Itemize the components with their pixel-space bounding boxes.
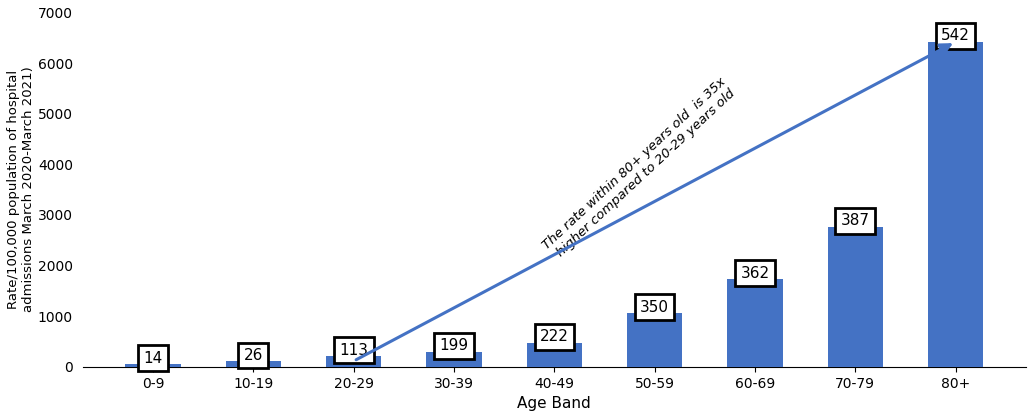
Bar: [226, 362, 281, 367]
Text: 222: 222: [540, 329, 569, 344]
Text: 387: 387: [841, 214, 870, 229]
Text: 113: 113: [339, 343, 368, 357]
Bar: [326, 356, 381, 367]
Text: 350: 350: [640, 300, 669, 315]
Text: 14: 14: [144, 351, 162, 366]
X-axis label: Age Band: Age Band: [518, 396, 591, 411]
Bar: [427, 352, 481, 367]
Bar: [125, 364, 181, 367]
Bar: [527, 343, 582, 367]
Bar: [928, 42, 983, 367]
Text: 542: 542: [941, 28, 970, 43]
Text: 199: 199: [439, 338, 469, 353]
Text: 362: 362: [741, 265, 770, 280]
Text: 26: 26: [244, 348, 263, 363]
Bar: [627, 313, 682, 367]
Text: The rate within 80+ years old  is 35x
 higher compared to 20-29 years old: The rate within 80+ years old is 35x hig…: [540, 76, 739, 263]
Y-axis label: Rate/100,000 population of hospital
admissions March 2020-March 2021): Rate/100,000 population of hospital admi…: [7, 67, 35, 313]
Bar: [727, 279, 783, 367]
Bar: [827, 227, 883, 367]
